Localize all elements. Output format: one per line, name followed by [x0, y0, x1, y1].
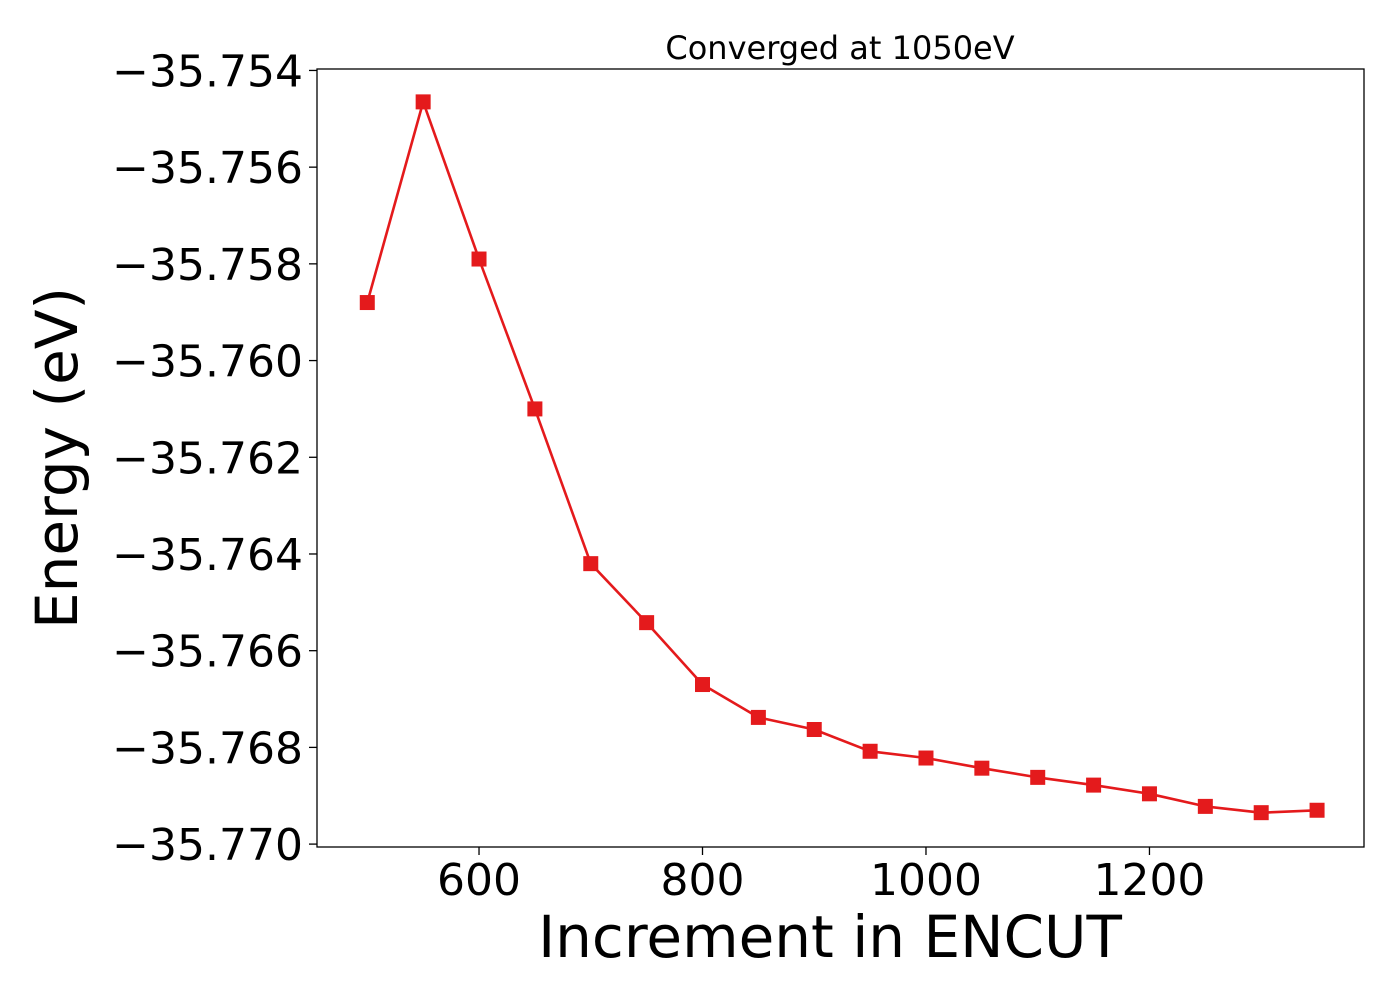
y-axis-title: Energy (eV): [23, 287, 91, 629]
data-point-marker: [415, 94, 431, 110]
x-tick-label: 600: [437, 855, 521, 906]
data-point-marker: [918, 750, 934, 766]
y-tick-label: −35.766: [112, 627, 303, 678]
chart-title: Converged at 1050eV: [665, 29, 1014, 67]
y-tick-label: −35.760: [112, 337, 303, 388]
data-point-marker: [471, 251, 487, 267]
data-point-marker: [1197, 798, 1213, 814]
y-tick-label: −35.768: [112, 723, 303, 774]
y-tick-label: −35.754: [112, 46, 303, 97]
x-axis-title: Increment in ENCUT: [538, 903, 1122, 971]
data-point-marker: [974, 760, 990, 776]
x-tick-label: 800: [661, 855, 745, 906]
data-point-marker: [1309, 802, 1325, 818]
y-tick-label: −35.762: [112, 433, 303, 484]
data-point-marker: [750, 709, 766, 725]
data-point-marker: [1253, 805, 1269, 821]
series-line: [366, 100, 1318, 815]
plot-area: 600 800 1000 1200 −35.770 −35.768 −35.766 −35.7…: [112, 46, 1365, 906]
data-point-marker: [862, 743, 878, 759]
y-tick-label: −35.758: [112, 240, 303, 291]
y-tick-label: −35.756: [112, 143, 303, 194]
plot-frame: [316, 68, 1365, 848]
x-tick-label: 1000: [870, 855, 982, 906]
data-point-marker: [695, 677, 711, 693]
data-point-marker: [1086, 777, 1102, 793]
data-point-marker: [1141, 786, 1157, 802]
data-point-marker: [359, 295, 375, 311]
data-point-marker: [639, 615, 655, 631]
data-point-marker: [1030, 769, 1046, 785]
x-tick-label: 1200: [1093, 855, 1205, 906]
y-tick-label: −35.764: [112, 530, 303, 581]
y-tick-label: −35.770: [112, 820, 303, 871]
data-point-marker: [806, 722, 822, 738]
data-point-marker: [527, 401, 543, 417]
data-point-marker: [583, 556, 599, 572]
